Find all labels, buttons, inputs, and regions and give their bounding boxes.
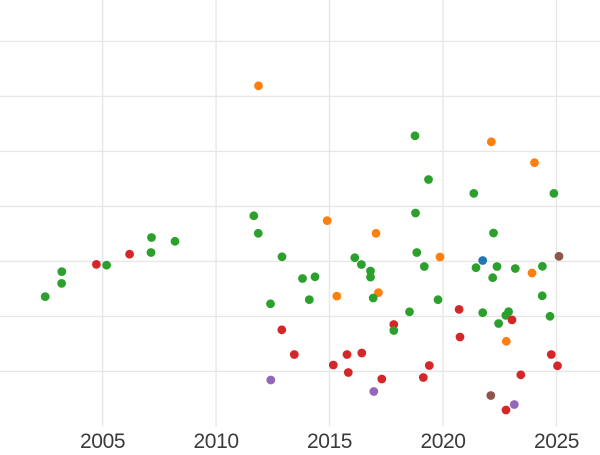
- svg-text:2025: 2025: [534, 430, 579, 450]
- svg-text:2015: 2015: [307, 430, 352, 450]
- svg-text:2020: 2020: [420, 430, 465, 450]
- svg-text:2005: 2005: [80, 430, 125, 450]
- svg-text:2010: 2010: [194, 430, 239, 450]
